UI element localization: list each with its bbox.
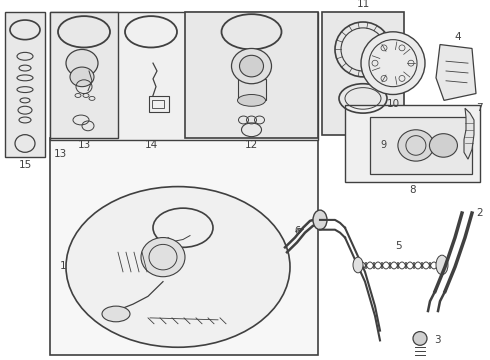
- Circle shape: [361, 32, 425, 95]
- Polygon shape: [436, 45, 476, 100]
- Text: 12: 12: [245, 140, 258, 150]
- Ellipse shape: [240, 55, 264, 77]
- Text: 3: 3: [434, 336, 441, 345]
- Bar: [5, 12, 45, 157]
- Ellipse shape: [102, 306, 130, 322]
- Text: 8: 8: [409, 185, 416, 194]
- Ellipse shape: [353, 257, 363, 273]
- Bar: [322, 12, 404, 135]
- Text: 9: 9: [380, 140, 386, 150]
- Bar: [152, 100, 164, 108]
- Text: 13: 13: [54, 149, 67, 159]
- Text: 11: 11: [356, 0, 369, 9]
- Bar: [50, 12, 118, 138]
- Bar: [345, 105, 480, 182]
- Ellipse shape: [70, 67, 94, 87]
- Text: 6: 6: [294, 226, 300, 236]
- Ellipse shape: [398, 130, 434, 161]
- Text: 2: 2: [476, 208, 483, 218]
- Bar: [238, 79, 266, 100]
- Text: 14: 14: [145, 140, 158, 150]
- Bar: [370, 117, 472, 174]
- Ellipse shape: [238, 95, 266, 106]
- Bar: [50, 12, 318, 140]
- Polygon shape: [464, 108, 474, 159]
- Text: 5: 5: [394, 241, 401, 251]
- Ellipse shape: [429, 134, 458, 157]
- Text: 4: 4: [455, 32, 461, 42]
- Ellipse shape: [66, 186, 290, 347]
- Circle shape: [413, 332, 427, 345]
- Ellipse shape: [313, 210, 327, 230]
- Ellipse shape: [436, 255, 448, 275]
- Ellipse shape: [231, 49, 271, 84]
- Text: 15: 15: [19, 160, 32, 170]
- Ellipse shape: [66, 49, 98, 77]
- Bar: [185, 12, 318, 138]
- Text: 10: 10: [387, 99, 399, 109]
- Bar: [149, 96, 169, 112]
- Text: 13: 13: [77, 140, 91, 150]
- Ellipse shape: [141, 238, 185, 277]
- Text: 1: 1: [60, 261, 67, 271]
- Bar: [50, 138, 318, 355]
- Text: 7: 7: [476, 103, 483, 113]
